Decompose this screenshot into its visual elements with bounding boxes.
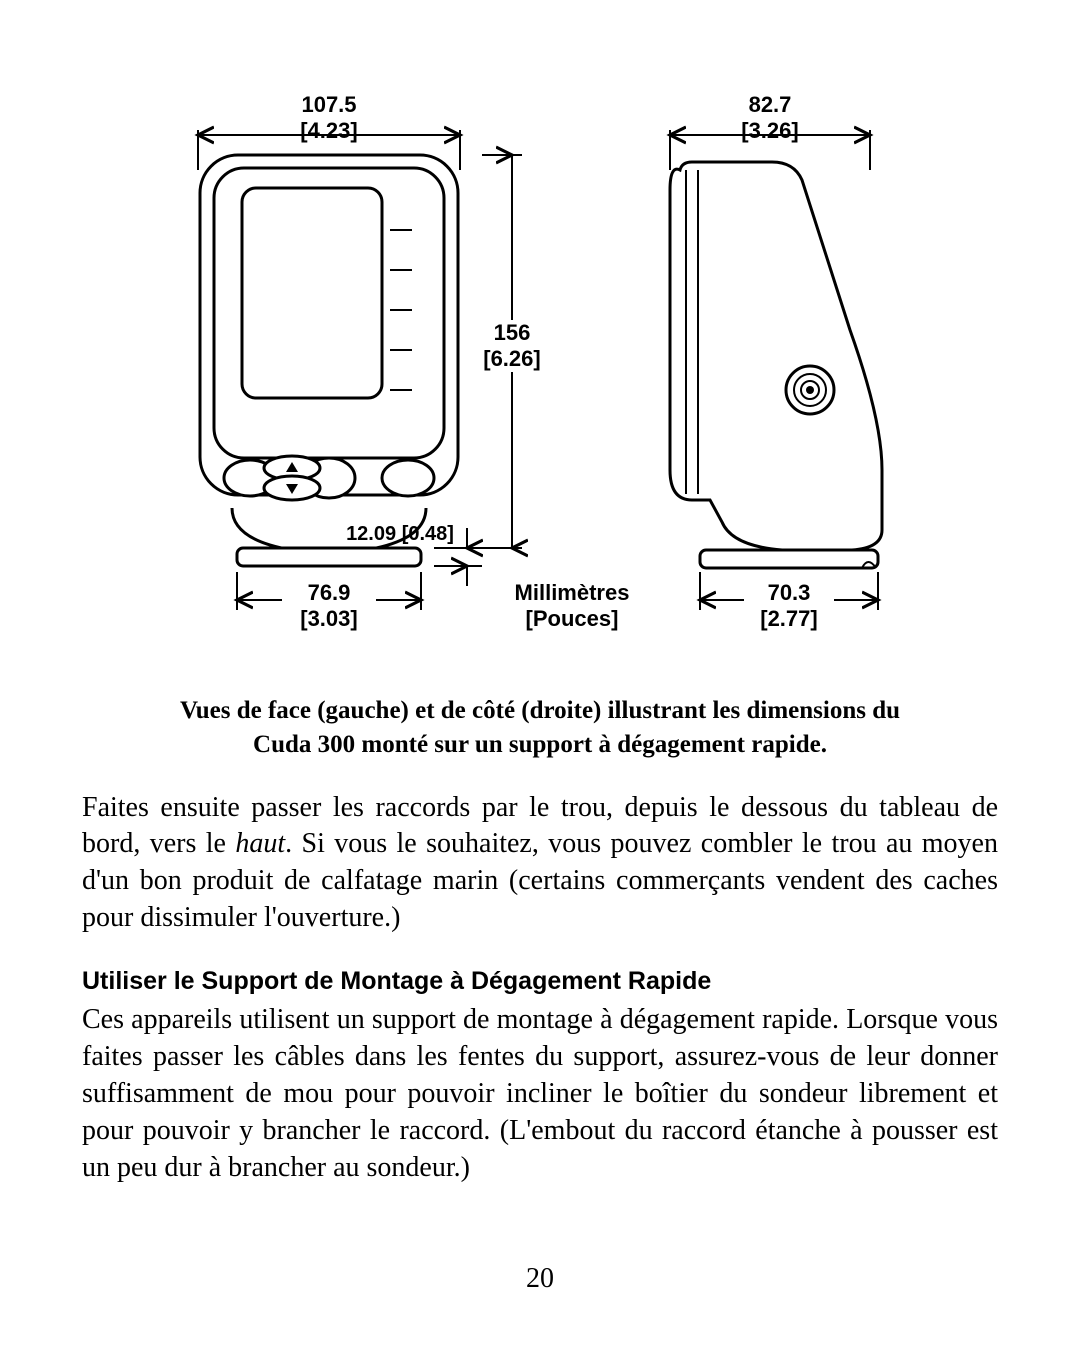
dim-based-inches: [2.77] (760, 606, 817, 631)
dim-basew-inches: [3.03] (300, 606, 357, 631)
side-view-device (670, 162, 882, 568)
p1-italic: haut (235, 828, 285, 859)
dim-based-mm: 70.3 (768, 580, 811, 605)
page-number: 20 (82, 1263, 998, 1295)
svg-text:156: 156 (494, 320, 531, 345)
unit-legend-mm: Millimètres (515, 580, 630, 605)
dim-foot: 12.09 [0.48] (346, 523, 454, 545)
dim-width-inches: [4.23] (300, 118, 357, 143)
dim-depth-inches: [3.26] (741, 118, 798, 143)
dim-width-mm: 107.5 (301, 92, 356, 117)
svg-text:[6.26]: [6.26] (483, 346, 540, 371)
figure-svg: 107.5 [4.23] (82, 70, 998, 680)
caption-line1: Vues de face (gauche) et de côté (droite… (180, 697, 900, 724)
dim-depth-mm: 82.7 (749, 92, 792, 117)
paragraph-1: Faites ensuite passer les raccords par l… (82, 790, 998, 938)
front-view-device (200, 155, 458, 566)
dim-basew-mm: 76.9 (308, 580, 351, 605)
dimensions-figure: 107.5 [4.23] (82, 70, 998, 680)
unit-legend-in: [Pouces] (526, 606, 619, 631)
paragraph-2: Ces appareils utilisent un support de mo… (82, 1002, 998, 1187)
section-heading: Utiliser le Support de Montage à Dégagem… (82, 967, 998, 996)
figure-caption: Vues de face (gauche) et de côté (droite… (82, 694, 998, 762)
caption-line2: Cuda 300 monté sur un support à dégageme… (253, 731, 827, 758)
